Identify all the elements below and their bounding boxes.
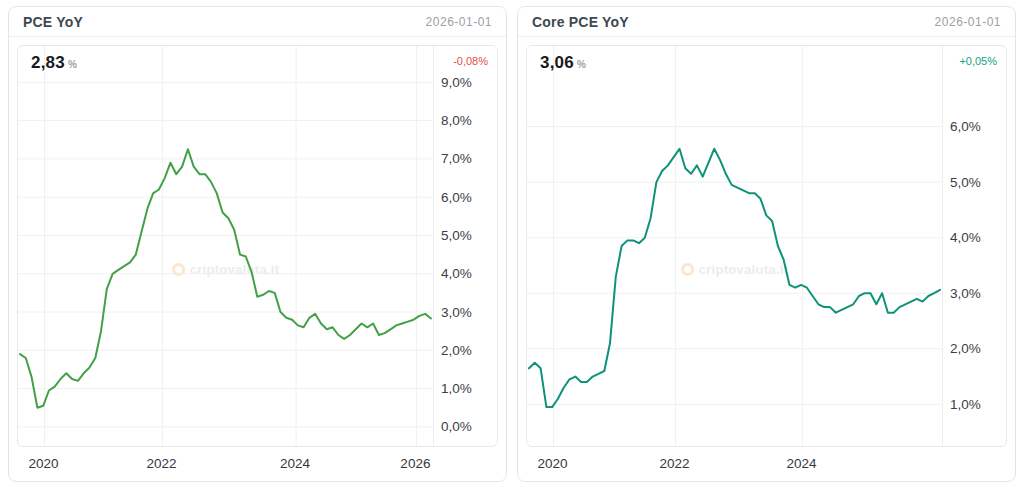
line-chart[interactable]: criptovaluta.it <box>527 46 942 446</box>
y-tick-label: 6,0% <box>950 118 981 135</box>
y-tick-label: 6,0% <box>441 189 472 206</box>
current-value: 2,83 <box>31 53 65 73</box>
y-tick-label: 2,0% <box>441 342 472 359</box>
value-unit: % <box>577 59 586 70</box>
panel-core-pce-yoy: Core PCE YoY 2026-01-01 3,06 % +0,05% cr… <box>517 6 1016 482</box>
y-tick-label: 5,0% <box>441 227 472 244</box>
change-badge: +0,05% <box>959 55 997 67</box>
chart-card: 3,06 % +0,05% criptovaluta.it 6,0% 5,0% 4,… <box>526 45 1007 447</box>
x-tick-label: 2022 <box>660 456 690 471</box>
y-tick-label: 3,0% <box>950 285 981 302</box>
plot-wrap: criptovaluta.it 6,0% 5,0% 4,0% 3,0% 2,0% 1,0% <box>527 46 1006 446</box>
panel-date: 2026-01-01 <box>426 15 492 29</box>
y-tick-label: 4,0% <box>950 229 981 246</box>
y-tick-label: 9,0% <box>441 74 472 91</box>
x-axis-labels: 2020 2022 2024 <box>526 449 1007 477</box>
panel-date: 2026-01-01 <box>935 15 1001 29</box>
line-chart[interactable]: criptovaluta.it <box>18 46 433 446</box>
panel-body: 3,06 % +0,05% criptovaluta.it 6,0% 5,0% 4,… <box>518 37 1015 482</box>
x-tick-label: 2024 <box>280 456 310 471</box>
y-tick-label: 1,0% <box>950 396 981 413</box>
x-tick-label: 2022 <box>146 456 176 471</box>
y-tick-label: 7,0% <box>441 150 472 167</box>
change-badge: -0,08% <box>453 55 488 67</box>
dashboard: PCE YoY 2026-01-01 2,83 % -0,08% criptov… <box>0 0 1024 488</box>
x-tick-label: 2020 <box>29 456 59 471</box>
y-tick-label: 5,0% <box>950 174 981 191</box>
y-tick-label: 3,0% <box>441 304 472 321</box>
y-tick-label: 4,0% <box>441 265 472 282</box>
y-tick-label: 0,0% <box>441 418 472 435</box>
y-tick-label: 2,0% <box>950 340 981 357</box>
panel-body: 2,83 % -0,08% criptovaluta.it 9,0% 8,0% 7,… <box>9 37 506 482</box>
panel-title: PCE YoY <box>23 14 83 30</box>
value-unit: % <box>68 59 77 70</box>
panel-pce-yoy: PCE YoY 2026-01-01 2,83 % -0,08% criptov… <box>8 6 507 482</box>
y-tick-label: 1,0% <box>441 380 472 397</box>
y-tick-label: 8,0% <box>441 112 472 129</box>
panel-header: PCE YoY 2026-01-01 <box>9 7 506 37</box>
chart-card: 2,83 % -0,08% criptovaluta.it 9,0% 8,0% 7,… <box>17 45 498 447</box>
current-value-row: 3,06 % <box>540 53 586 73</box>
current-value: 3,06 <box>540 53 574 73</box>
plot-wrap: criptovaluta.it 9,0% 8,0% 7,0% 6,0% 5,0% 4,0%… <box>18 46 497 446</box>
x-tick-label: 2020 <box>538 456 568 471</box>
y-axis-labels: 6,0% 5,0% 4,0% 3,0% 2,0% 1,0% <box>942 46 1006 446</box>
panel-title: Core PCE YoY <box>532 14 629 30</box>
x-tick-label: 2026 <box>400 456 430 471</box>
panel-header: Core PCE YoY 2026-01-01 <box>518 7 1015 37</box>
x-tick-label: 2024 <box>787 456 817 471</box>
current-value-row: 2,83 % <box>31 53 77 73</box>
x-axis-labels: 2020 2022 2024 2026 <box>17 449 498 477</box>
y-axis-labels: 9,0% 8,0% 7,0% 6,0% 5,0% 4,0% 3,0% 2,0% 1,0% 0,0% <box>433 46 497 446</box>
